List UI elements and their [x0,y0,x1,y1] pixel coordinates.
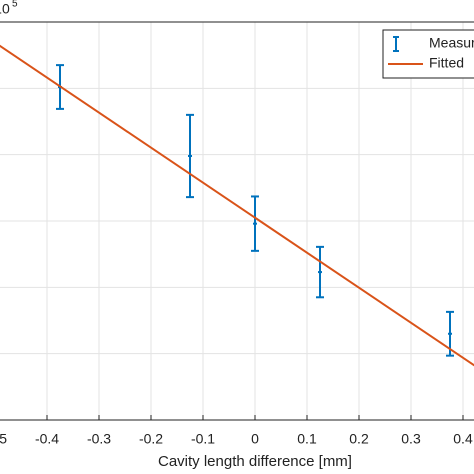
y-exponent-base: ×10 [0,1,10,17]
x-tick-label: 0.4 [453,431,473,447]
x-tick-label: -0.4 [35,431,59,447]
legend-label: Fitted [429,55,464,71]
x-axis-label: Cavity length difference [mm] [158,453,352,470]
x-tick-label: -0.5 [0,431,7,447]
x-tick-label: 0 [251,431,259,447]
x-tick-label: -0.1 [191,431,215,447]
x-tick-label: 0.2 [349,431,369,447]
x-tick-label: 0.1 [297,431,317,447]
x-tick-label: -0.2 [139,431,163,447]
x-tick-label: -0.3 [87,431,111,447]
x-tick-label: 0.3 [401,431,421,447]
y-exponent-power: 5 [12,0,18,10]
error-bar [251,195,259,252]
legend-icon [393,36,399,52]
error-bar [316,245,324,299]
legend: Measured Fitted [382,29,474,79]
legend-label: Measured [429,35,474,51]
axes-box [0,21,474,421]
error-bar [186,113,194,199]
fitted-line [0,44,474,367]
plot-area [0,44,474,367]
